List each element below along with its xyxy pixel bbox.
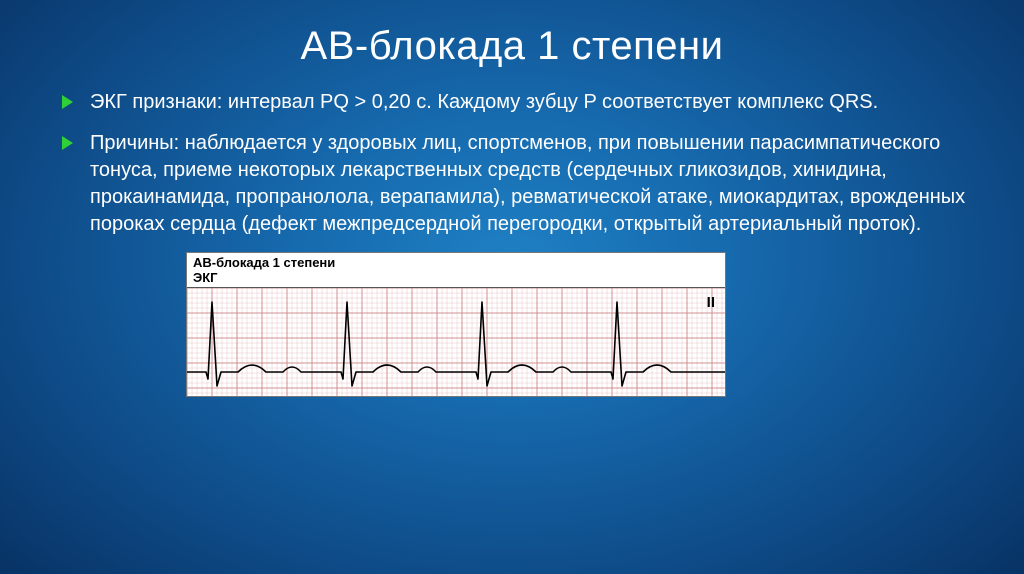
bullet-item: Причины: наблюдается у здоровых лиц, спо… bbox=[56, 130, 968, 238]
ecg-header: АВ-блокада 1 степени ЭКГ bbox=[187, 253, 725, 288]
ecg-header-title: АВ-блокада 1 степени bbox=[193, 253, 719, 270]
bullet-item: ЭКГ признаки: интервал PQ > 0,20 с. Кажд… bbox=[56, 89, 968, 116]
ecg-trace bbox=[187, 288, 725, 396]
ecg-figure: АВ-блокада 1 степени ЭКГ II bbox=[186, 252, 726, 397]
page-title: АВ-блокада 1 степени bbox=[56, 24, 968, 69]
bullet-list: ЭКГ признаки: интервал PQ > 0,20 с. Кажд… bbox=[56, 89, 968, 238]
ecg-canvas: II bbox=[187, 288, 725, 396]
ecg-header-sub: ЭКГ bbox=[193, 270, 719, 287]
ecg-lead-label: II bbox=[707, 294, 715, 311]
